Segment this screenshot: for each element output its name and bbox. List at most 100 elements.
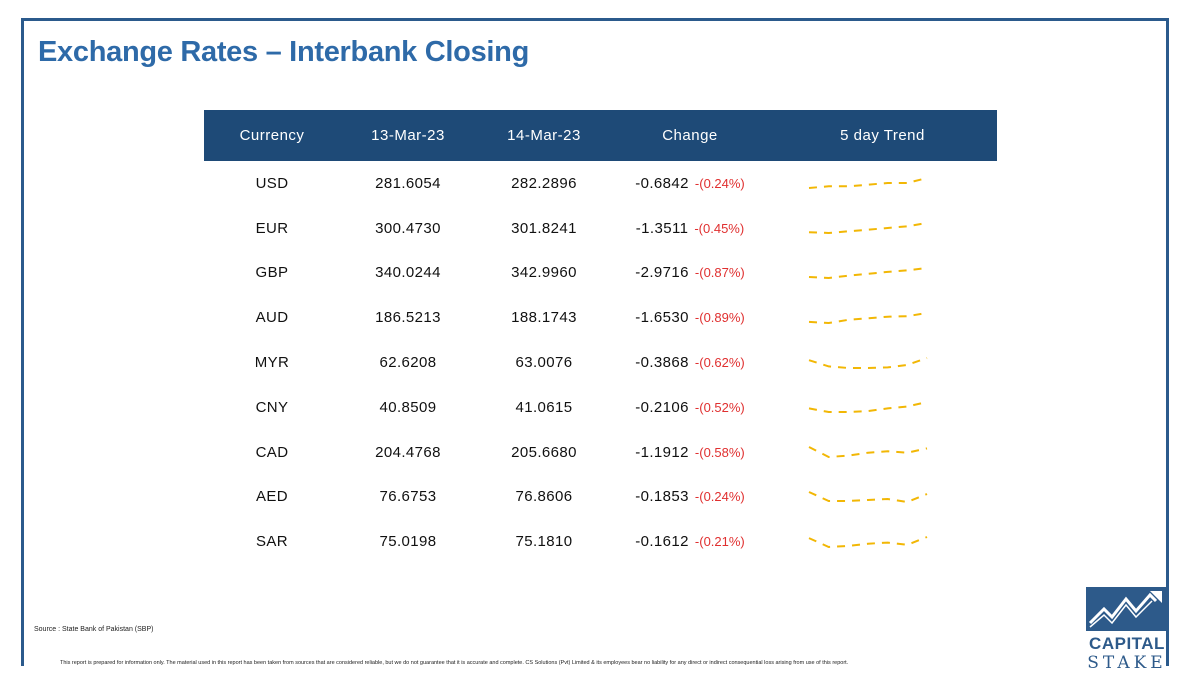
change-percent: -(0.45%) (694, 220, 745, 236)
trend-sparkline (808, 535, 928, 548)
trend-line (808, 491, 928, 503)
cell-rate-14-mar: 282.2896 (511, 174, 577, 192)
cell-change: -1.3511 -(0.45%) (612, 206, 768, 251)
trend-sparkline (808, 177, 928, 190)
cell-trend (768, 340, 997, 385)
cell-rate-13-mar: 76.6753 (379, 488, 437, 506)
trend-line (808, 311, 928, 324)
cell-currency: SAR (255, 533, 289, 551)
cell-currency: AUD (255, 309, 289, 327)
cell-rate-14-mar: 75.1810 (515, 533, 573, 551)
cell-change: -0.1853 -(0.24%) (612, 475, 768, 520)
cell-rate-13-mar: 75.0198 (379, 533, 437, 551)
trend-sparkline (808, 446, 928, 459)
cell-rate-13-mar: 40.8509 (379, 398, 437, 416)
logo-chart-icon (1086, 587, 1168, 631)
cell-rate-14-mar: 342.9960 (511, 264, 577, 282)
table-body: USD 281.6054 282.2896 -0.6842 -(0.24%) EUR 300… (204, 161, 997, 564)
change-value: -1.6530 (635, 309, 689, 327)
cell-trend (768, 206, 997, 251)
table-row: CNY 40.8509 41.0615 -0.2106 -(0.52%) (204, 385, 997, 430)
cell-trend (768, 519, 997, 564)
cell-rate-13-mar: 186.5213 (375, 309, 441, 327)
cell-trend (768, 295, 997, 340)
trend-sparkline (808, 311, 928, 324)
change-value: -1.1912 (635, 443, 689, 461)
cell-trend (768, 430, 997, 475)
cell-currency: USD (255, 174, 289, 192)
table-row: AUD 186.5213 188.1743 -1.6530 -(0.89%) (204, 295, 997, 340)
cell-change: -0.3868 -(0.62%) (612, 340, 768, 385)
change-percent: -(0.89%) (694, 310, 745, 326)
table-row: SAR 75.0198 75.1810 -0.1612 -(0.21%) (204, 519, 997, 564)
change-percent: -(0.24%) (694, 489, 745, 505)
header-date-1: 13-Mar-23 (340, 110, 476, 161)
cell-rate-13-mar: 300.4730 (375, 219, 441, 237)
table-header-row: Currency 13-Mar-23 14-Mar-23 Change 5 da… (204, 110, 997, 161)
trend-line (808, 401, 928, 414)
cell-rate-14-mar: 301.8241 (511, 219, 577, 237)
table-row: GBP 340.0244 342.9960 -2.9716 -(0.87%) (204, 251, 997, 296)
change-percent: -(0.58%) (694, 444, 745, 460)
table-row: AED 76.6753 76.8606 -0.1853 -(0.24%) (204, 475, 997, 520)
change-percent: -(0.24%) (694, 175, 745, 191)
logo-text-capital: CAPITAL (1089, 634, 1165, 653)
cell-currency: GBP (255, 264, 289, 282)
trend-line (808, 222, 928, 235)
disclaimer-text: This report is prepared for information … (60, 660, 849, 666)
change-value: -1.3511 (635, 219, 689, 237)
change-value: -0.3868 (635, 354, 689, 372)
trend-sparkline (808, 401, 928, 414)
logo-text-stake: STAKE (1087, 653, 1167, 673)
cell-trend (768, 475, 997, 520)
cell-change: -1.1912 -(0.58%) (612, 430, 768, 475)
trend-line (808, 177, 928, 190)
source-note: Source : State Bank of Pakistan (SBP) (34, 626, 154, 633)
cell-rate-13-mar: 62.6208 (379, 354, 437, 372)
change-percent: -(0.87%) (694, 265, 745, 281)
cell-trend (768, 251, 997, 296)
trend-line (808, 266, 928, 279)
table-row: EUR 300.4730 301.8241 -1.3511 -(0.45%) (204, 206, 997, 251)
change-value: -0.2106 (635, 398, 689, 416)
cell-trend (768, 161, 997, 206)
cell-currency: CAD (255, 443, 289, 461)
cell-change: -0.6842 -(0.24%) (612, 161, 768, 206)
cell-rate-14-mar: 41.0615 (515, 398, 573, 416)
page-title: Exchange Rates – Interbank Closing (38, 36, 529, 68)
table-row: MYR 62.6208 63.0076 -0.3868 -(0.62%) (204, 340, 997, 385)
change-value: -2.9716 (635, 264, 689, 282)
trend-sparkline (808, 491, 928, 503)
change-percent: -(0.62%) (694, 355, 745, 371)
cell-rate-14-mar: 205.6680 (511, 443, 577, 461)
cell-rate-13-mar: 340.0244 (375, 264, 441, 282)
exchange-rates-table: Currency 13-Mar-23 14-Mar-23 Change 5 da… (204, 110, 997, 564)
trend-sparkline (808, 266, 928, 279)
trend-sparkline (808, 222, 928, 235)
cell-rate-14-mar: 188.1743 (511, 309, 577, 327)
trend-line (808, 356, 928, 369)
cell-change: -2.9716 -(0.87%) (612, 251, 768, 296)
header-currency: Currency (204, 110, 340, 161)
cell-change: -0.2106 -(0.52%) (612, 385, 768, 430)
change-value: -0.1853 (635, 488, 689, 506)
cell-change: -1.6530 -(0.89%) (612, 295, 768, 340)
change-value: -0.6842 (635, 174, 689, 192)
page-frame (21, 18, 1169, 666)
cell-currency: MYR (254, 354, 290, 372)
cell-rate-14-mar: 76.8606 (515, 488, 573, 506)
cell-currency: AED (255, 488, 289, 506)
cell-rate-13-mar: 281.6054 (375, 174, 441, 192)
cell-trend (768, 385, 997, 430)
cell-change: -0.1612 -(0.21%) (612, 519, 768, 564)
header-trend: 5 day Trend (768, 110, 997, 161)
change-percent: -(0.21%) (694, 534, 745, 550)
header-change: Change (612, 110, 768, 161)
cell-rate-14-mar: 63.0076 (515, 354, 573, 372)
change-percent: -(0.52%) (694, 399, 745, 415)
cell-currency: CNY (255, 398, 289, 416)
change-value: -0.1612 (635, 533, 689, 551)
table-row: USD 281.6054 282.2896 -0.6842 -(0.24%) (204, 161, 997, 206)
table-row: CAD 204.4768 205.6680 -1.1912 -(0.58%) (204, 430, 997, 475)
cell-rate-13-mar: 204.4768 (375, 443, 441, 461)
